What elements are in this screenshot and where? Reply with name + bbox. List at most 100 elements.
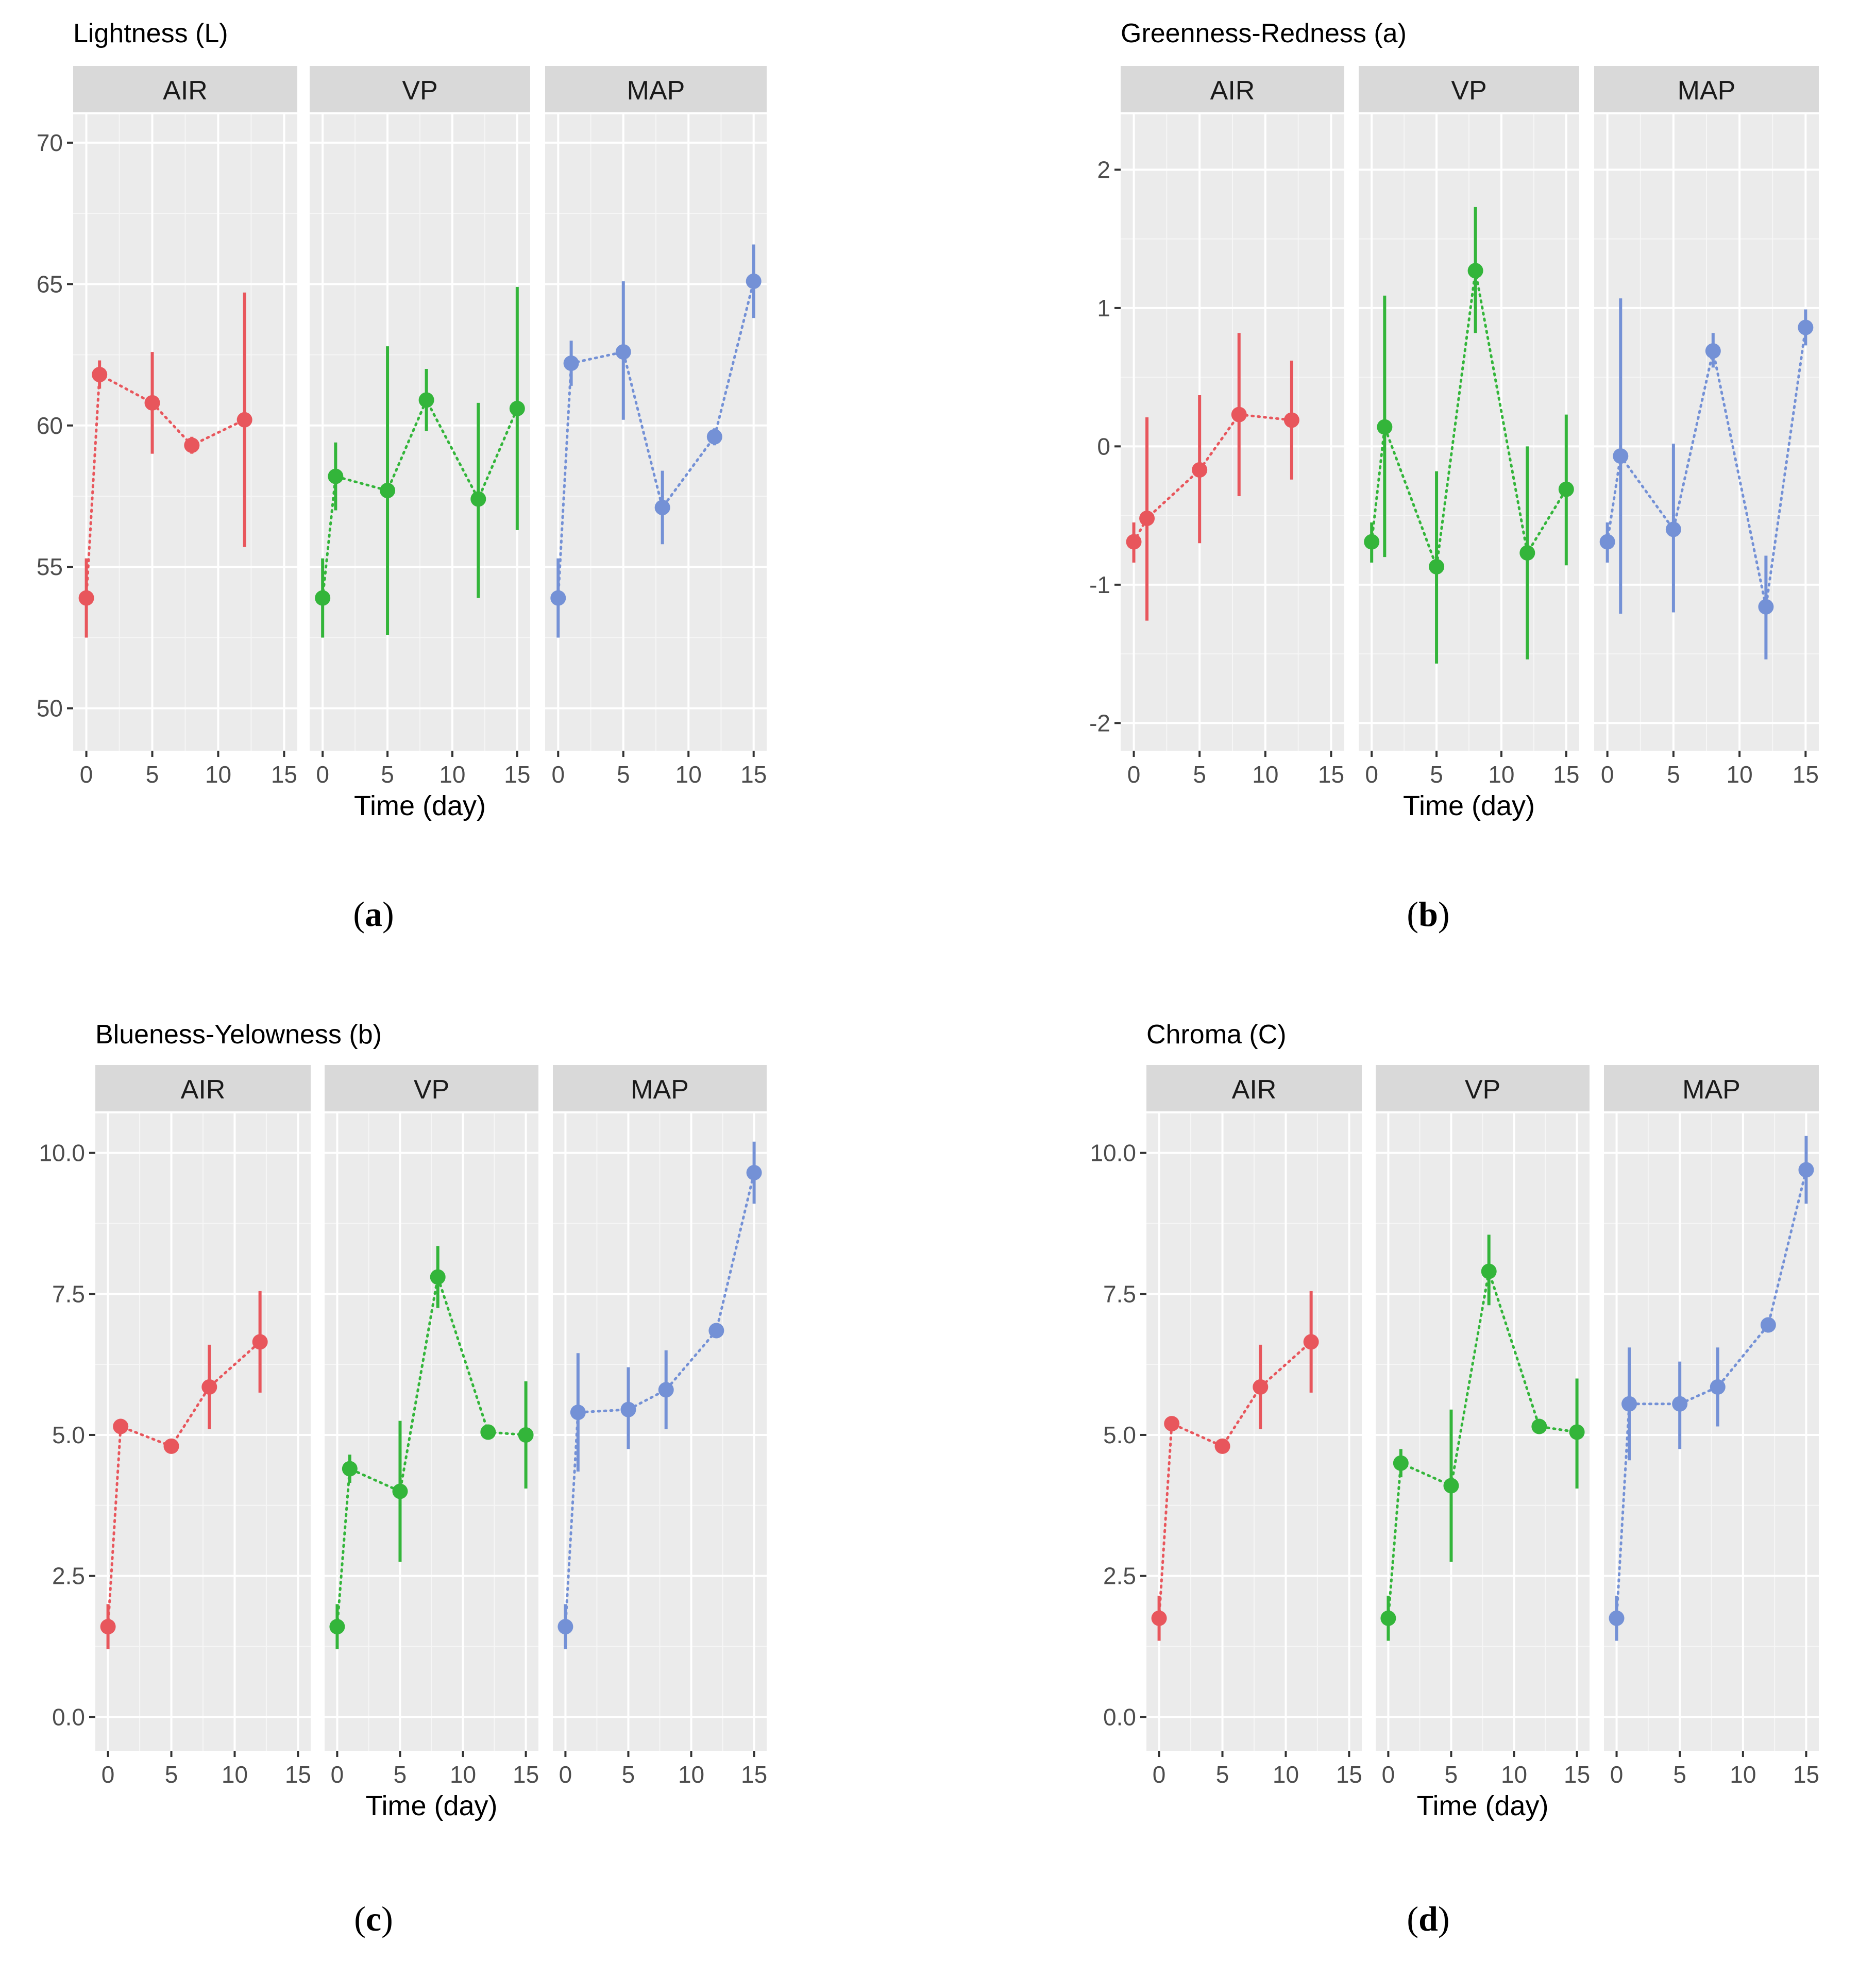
facet-strip xyxy=(325,1065,538,1111)
x-tick-label: 10 xyxy=(205,761,231,788)
y-tick-label: 7.5 xyxy=(1103,1280,1136,1307)
data-point xyxy=(570,1405,586,1421)
data-point xyxy=(746,273,762,289)
facet-strip-label: AIR xyxy=(163,76,208,106)
x-tick-label: 5 xyxy=(1430,761,1443,788)
data-point xyxy=(201,1379,217,1395)
y-tick-label: -2 xyxy=(1089,709,1110,736)
data-point xyxy=(163,1438,179,1454)
series-line-air xyxy=(1158,1340,1313,1620)
y-tick-label: 65 xyxy=(37,271,63,297)
caption-c: (c) xyxy=(354,1899,393,1938)
x-axis-title: Time (day) xyxy=(1403,790,1535,821)
data-point xyxy=(563,356,579,371)
x-tick-label: 5 xyxy=(1673,1761,1686,1788)
data-point xyxy=(1253,1379,1269,1395)
x-tick-label: 5 xyxy=(617,761,630,788)
data-point xyxy=(1613,448,1629,464)
x-axis-title: Time (day) xyxy=(1416,1790,1548,1821)
y-tick-label: 2 xyxy=(1097,156,1110,183)
data-point xyxy=(328,468,344,484)
facet-strip-label: AIR xyxy=(1232,1075,1277,1105)
facet-strip xyxy=(1376,1065,1590,1111)
data-point xyxy=(252,1334,268,1350)
series-line-vp xyxy=(1370,270,1568,567)
data-point xyxy=(1393,1455,1409,1471)
x-tick-label: 10 xyxy=(1730,1761,1756,1788)
data-point xyxy=(470,491,486,507)
data-point xyxy=(620,1401,636,1417)
x-axis-title: Time (day) xyxy=(365,1790,497,1821)
data-point xyxy=(654,499,670,515)
caption-a: (a) xyxy=(353,894,394,934)
facet-strip xyxy=(73,66,297,112)
data-point xyxy=(1380,1610,1396,1626)
y-tick-label: 0 xyxy=(1097,433,1110,460)
data-point xyxy=(1192,462,1208,478)
facet-strip-label: VP xyxy=(1465,1075,1500,1105)
data-point xyxy=(509,400,525,416)
data-point xyxy=(1214,1438,1230,1454)
x-tick-label: 15 xyxy=(741,1761,767,1788)
data-point xyxy=(518,1427,534,1443)
data-point xyxy=(1609,1610,1625,1626)
data-point xyxy=(746,1164,762,1180)
data-point xyxy=(342,1461,358,1477)
data-point xyxy=(1151,1610,1167,1626)
data-point xyxy=(144,395,160,411)
data-point xyxy=(550,590,566,606)
facet-strip-label: MAP xyxy=(1682,1075,1740,1105)
x-tick-label: 0 xyxy=(1153,1761,1166,1788)
facet-strip xyxy=(1604,1065,1819,1111)
facet-vp: VP 0 5 10 15 xyxy=(1376,1065,1590,1788)
facet-strip xyxy=(95,1065,311,1111)
y-tick-label: 50 xyxy=(37,695,63,722)
facet-strip-label: VP xyxy=(414,1075,449,1105)
data-point xyxy=(329,1619,345,1635)
x-tick-label: 15 xyxy=(1553,761,1579,788)
caption-d: (d) xyxy=(1407,1899,1450,1938)
data-point xyxy=(658,1382,674,1398)
series-line-vp xyxy=(1387,1271,1579,1620)
facet-air: AIR 0 5 10 15 xyxy=(1121,66,1344,788)
x-tick-label: 10 xyxy=(1727,761,1753,788)
x-tick-label: 5 xyxy=(1667,761,1680,788)
data-point xyxy=(1672,1396,1688,1412)
y-tick-label: 2.5 xyxy=(1103,1563,1136,1590)
x-tick-label: 5 xyxy=(394,1761,407,1788)
facet-strip xyxy=(1594,66,1819,112)
chart-greenness-redness: Greenness-Redness (a) -2 -1 0 1 2 AIR 0 5 10 15 VP 0… xyxy=(1089,19,1819,821)
x-tick-label: 10 xyxy=(439,761,465,788)
y-tick-label: 0.0 xyxy=(1103,1703,1136,1730)
facet-vp: VP 0 5 10 15 xyxy=(1359,66,1579,788)
x-tick-label: 10 xyxy=(1273,1761,1299,1788)
data-point xyxy=(1798,319,1814,335)
facet-strip xyxy=(1121,66,1344,112)
x-tick-label: 10 xyxy=(222,1761,248,1788)
data-point xyxy=(1481,1263,1497,1279)
x-tick-label: 5 xyxy=(1445,1761,1458,1788)
x-tick-label: 0 xyxy=(1365,761,1378,788)
facet-strip-label: VP xyxy=(402,76,437,106)
facet-strip-label: MAP xyxy=(1678,76,1736,106)
x-tick-label: 0 xyxy=(331,1761,344,1788)
series-line-map xyxy=(564,1171,756,1628)
x-tick-label: 15 xyxy=(271,761,297,788)
y-tick-label: 7.5 xyxy=(52,1280,85,1307)
facet-map: MAP 0 5 10 15 xyxy=(1604,1065,1819,1788)
data-point xyxy=(1599,534,1615,550)
data-point xyxy=(113,1418,129,1434)
facet-vp: VP 0 5 10 15 xyxy=(310,66,530,788)
x-tick-label: 0 xyxy=(316,761,329,788)
x-tick-label: 15 xyxy=(1793,761,1819,788)
x-tick-label: 15 xyxy=(285,1761,311,1788)
facet-strip-label: AIR xyxy=(181,1075,226,1105)
data-point xyxy=(1558,481,1574,497)
data-point xyxy=(184,437,200,453)
data-point xyxy=(100,1619,116,1635)
data-point xyxy=(1760,1317,1776,1333)
facet-strip xyxy=(310,66,530,112)
data-point xyxy=(1569,1424,1585,1440)
x-tick-label: 15 xyxy=(740,761,767,788)
